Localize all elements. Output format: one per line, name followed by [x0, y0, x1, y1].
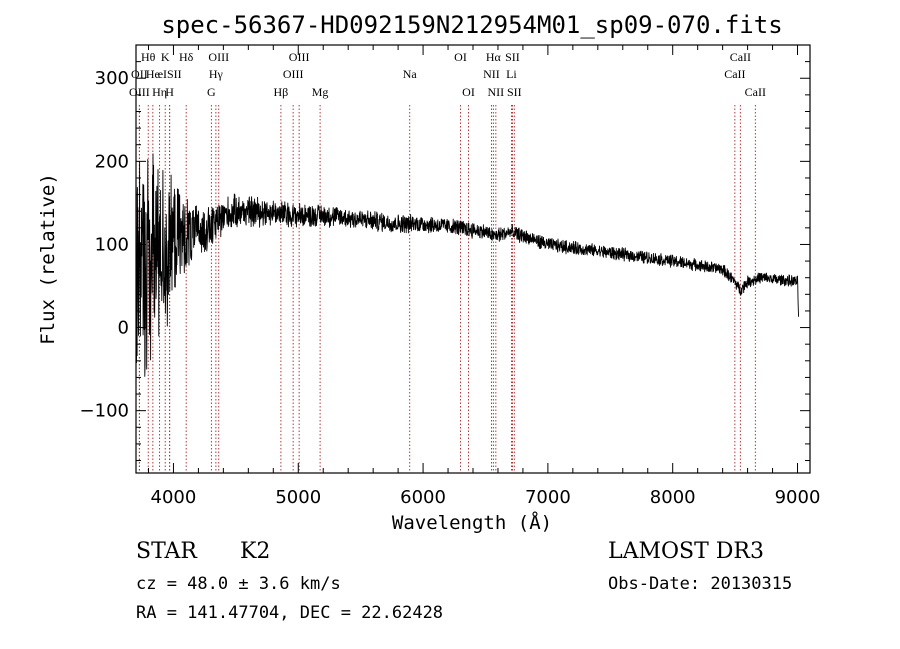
x-tick-label: 7000: [525, 487, 571, 508]
x-axis: 4000 5000 6000 7000 8000 9000: [147, 45, 821, 508]
line-marker-label: Hα: [486, 50, 502, 64]
line-marker-label: H: [165, 85, 174, 99]
x-tick-label: 9000: [775, 487, 821, 508]
redshift-readout: cz = 48.0 ± 3.6 km/s: [136, 574, 341, 594]
line-marker-label: SII: [505, 50, 520, 64]
line-marker-label: CaII: [724, 67, 745, 81]
plot-frame: [135, 44, 811, 474]
line-marker-label: Hγ: [209, 67, 224, 81]
line-marker-label: OI: [462, 85, 475, 99]
line-marker-label: CaII: [730, 50, 751, 64]
y-tick-label: 300: [95, 68, 129, 89]
y-tick-label: 200: [95, 151, 129, 172]
line-marker-label: OIII: [129, 85, 150, 99]
line-marker-label: OII: [131, 67, 148, 81]
coordinates-readout: RA = 141.47704, DEC = 22.62428: [136, 603, 444, 623]
line-marker-label: OIII: [283, 67, 304, 81]
line-marker-label: OIII: [208, 50, 229, 64]
spectrum-layer: [135, 153, 800, 377]
chart-title: spec-56367-HD092159N212954M01_sp09-070.f…: [161, 11, 782, 39]
line-marker-label: Na: [403, 67, 418, 81]
y-tick-label: 0: [118, 318, 129, 339]
line-marker-label: Mg: [312, 85, 329, 99]
observation-date: Obs-Date: 20130315: [608, 574, 793, 594]
x-tick-label: 5000: [275, 487, 321, 508]
line-marker-label: Hδ: [179, 50, 194, 64]
y-tick-label: −100: [80, 401, 129, 422]
line-marker-label: Hβ: [274, 85, 289, 99]
line-marker-label: NII: [483, 67, 500, 81]
emission-line-markers: Hθ OII OIII HeK Hη Hδ eISII H OIII Hγ G OIII OIII Hβ M…: [129, 50, 766, 473]
y-tick-label: 100: [95, 234, 129, 255]
line-marker-label: OIII: [289, 50, 310, 64]
line-marker-label: NII: [488, 85, 505, 99]
spectrum-line: [135, 153, 800, 377]
x-tick-label: 6000: [400, 487, 446, 508]
spectral-subclass: K2: [240, 539, 271, 564]
line-marker-label: Hη: [152, 85, 167, 99]
y-axis: −100 0 100 200 300: [80, 44, 810, 462]
line-marker-label: eISII: [158, 67, 182, 81]
line-marker-label: SII: [507, 85, 522, 99]
object-class: STAR: [136, 539, 197, 564]
line-marker-label: OI: [454, 50, 467, 64]
y-axis-label: Flux (relative): [37, 173, 59, 345]
x-tick-label: 8000: [650, 487, 696, 508]
x-axis-label: Wavelength (Å): [392, 511, 552, 534]
line-marker-label: Li: [506, 67, 517, 81]
line-marker-label: K: [161, 50, 170, 64]
survey-name: LAMOST DR3: [608, 539, 764, 564]
x-tick-label: 4000: [151, 487, 197, 508]
line-marker-label: He: [146, 67, 160, 81]
line-marker-label: Hθ: [141, 50, 156, 64]
line-marker-label: G: [207, 85, 216, 99]
line-marker-label: CaII: [745, 85, 766, 99]
